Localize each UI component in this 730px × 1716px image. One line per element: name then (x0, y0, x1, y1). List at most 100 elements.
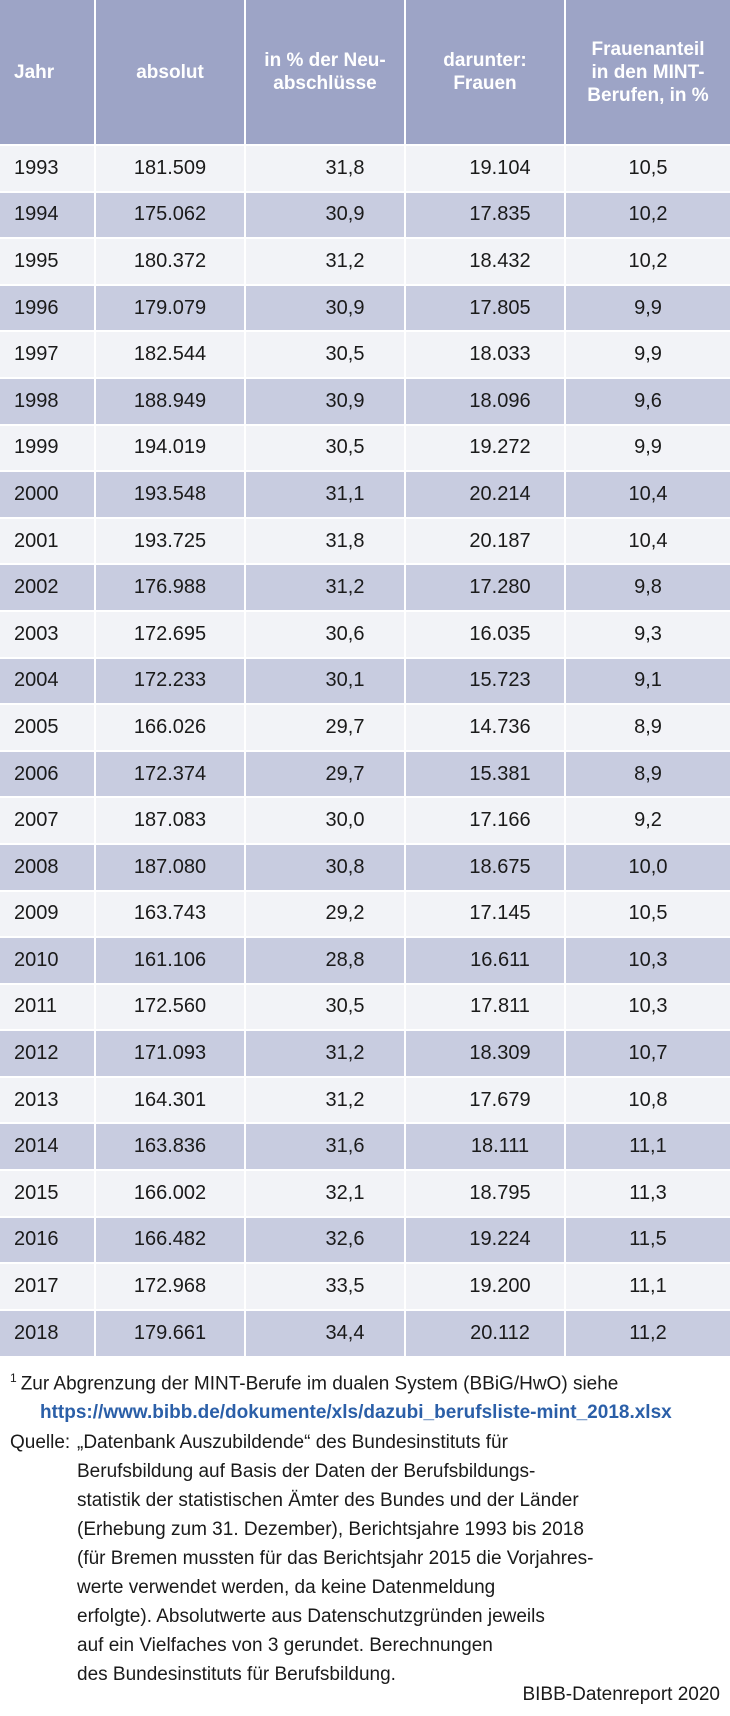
header-women: darunter: Frauen (405, 0, 566, 145)
cell-absolute: 172.560 (95, 982, 246, 1031)
cell-women: 18.675 (405, 842, 566, 891)
table-header-row: Jahr absolut in % der Neu- abschlüsse darun… (0, 0, 730, 145)
cell-percent: 30,5 (245, 330, 406, 378)
table-row: 2014 163.836 31,6 18.111 11,1 (0, 1122, 730, 1171)
cell-percent: 31,2 (245, 563, 406, 611)
cell-female-share: 11,1 (565, 1262, 730, 1310)
cell-absolute: 166.482 (95, 1215, 246, 1264)
cell-absolute: 187.080 (95, 842, 246, 891)
cell-percent: 29,2 (245, 889, 406, 938)
source-line: des Bundesinstituts für Berufsbildung. (77, 1664, 396, 1685)
cell-year: 2003 (0, 609, 96, 658)
source-note: Quelle: „Datenbank Auszubildende“ des Bu… (10, 1428, 725, 1689)
table-row: 2013 164.301 31,2 17.679 10,8 (0, 1075, 730, 1124)
cell-year: 2016 (0, 1215, 96, 1264)
table-row: 1993 181.509 31,8 19.104 10,5 (0, 144, 730, 192)
cell-women: 19.224 (405, 1215, 566, 1264)
cell-year: 1996 (0, 283, 96, 332)
cell-absolute: 188.949 (95, 376, 246, 425)
cell-women: 20.214 (405, 470, 566, 518)
cell-absolute: 176.988 (95, 563, 246, 611)
cell-percent: 31,2 (245, 1029, 406, 1077)
table-row: 2018 179.661 34,4 20.112 11,2 (0, 1308, 730, 1357)
cell-percent: 31,2 (245, 1075, 406, 1124)
cell-absolute: 172.233 (95, 656, 246, 705)
cell-female-share: 9,2 (565, 796, 730, 844)
cell-absolute: 179.079 (95, 283, 246, 332)
cell-percent: 31,8 (245, 516, 406, 565)
cell-absolute: 187.083 (95, 796, 246, 844)
cell-percent: 30,9 (245, 190, 406, 239)
source-line: werte verwendet werden, da keine Datenme… (77, 1577, 496, 1598)
cell-women: 18.111 (405, 1122, 566, 1171)
cell-percent: 30,5 (245, 423, 406, 472)
cell-female-share: 10,5 (565, 144, 730, 192)
source-line: „Datenbank Auszubildende“ des Bundesinst… (77, 1432, 508, 1453)
cell-year: 2011 (0, 982, 96, 1031)
cell-year: 1994 (0, 190, 96, 239)
cell-absolute: 175.062 (95, 190, 246, 239)
table-body: 1993 181.509 31,8 19.104 10,5 1994 175.062 30,9… (0, 144, 730, 1357)
cell-absolute: 194.019 (95, 423, 246, 472)
footnote-marker: 1 (10, 1371, 17, 1385)
cell-women: 17.166 (405, 796, 566, 844)
cell-year: 2017 (0, 1262, 96, 1310)
table-row: 2017 172.968 33,5 19.200 11,1 (0, 1262, 730, 1310)
cell-female-share: 9,9 (565, 330, 730, 378)
footnote: 1 Zur Abgrenzung der MINT-Berufe im duale… (10, 1364, 725, 1427)
cell-year: 2001 (0, 516, 96, 565)
cell-percent: 30,9 (245, 376, 406, 425)
cell-percent: 30,1 (245, 656, 406, 705)
header-female-share: Frauenanteil in den MINT- Berufen, in % (565, 0, 730, 145)
cell-women: 17.835 (405, 190, 566, 239)
cell-absolute: 163.836 (95, 1122, 246, 1171)
cell-absolute: 163.743 (95, 889, 246, 938)
cell-percent: 31,8 (245, 144, 406, 192)
cell-female-share: 9,3 (565, 609, 730, 658)
cell-female-share: 10,8 (565, 1075, 730, 1124)
cell-women: 20.112 (405, 1308, 566, 1357)
cell-year: 2000 (0, 470, 96, 518)
source-line: (für Bremen mussten für das Berichtsjahr… (77, 1548, 594, 1569)
cell-female-share: 9,9 (565, 283, 730, 332)
cell-women: 14.736 (405, 703, 566, 751)
cell-percent: 29,7 (245, 703, 406, 751)
header-absolute: absolut (95, 0, 246, 145)
cell-year: 2007 (0, 796, 96, 844)
cell-women: 17.145 (405, 889, 566, 938)
footnote-link[interactable]: https://www.bibb.de/dokumente/xls/dazubi… (40, 1402, 672, 1424)
header-year: Jahr (0, 0, 96, 145)
table-row: 1994 175.062 30,9 17.835 10,2 (0, 190, 730, 239)
table-row: 1999 194.019 30,5 19.272 9,9 (0, 423, 730, 472)
cell-women: 18.309 (405, 1029, 566, 1077)
cell-women: 16.035 (405, 609, 566, 658)
cell-female-share: 10,2 (565, 237, 730, 285)
cell-percent: 30,5 (245, 982, 406, 1031)
cell-women: 15.381 (405, 749, 566, 798)
cell-women: 17.805 (405, 283, 566, 332)
cell-absolute: 181.509 (95, 144, 246, 192)
cell-year: 2006 (0, 749, 96, 798)
data-table: Jahr absolut in % der Neu- abschlüsse darun… (0, 0, 730, 1357)
source-line: statistik der statistischen Ämter des Bu… (77, 1490, 579, 1511)
cell-women: 15.723 (405, 656, 566, 705)
source-text: „Datenbank Auszubildende“ des Bundesinst… (77, 1428, 725, 1689)
table-row: 2015 166.002 32,1 18.795 11,3 (0, 1169, 730, 1217)
table-row: 2004 172.233 30,1 15.723 9,1 (0, 656, 730, 705)
cell-percent: 30,0 (245, 796, 406, 844)
cell-female-share: 10,3 (565, 982, 730, 1031)
cell-year: 1998 (0, 376, 96, 425)
cell-percent: 31,1 (245, 470, 406, 518)
cell-percent: 30,8 (245, 842, 406, 891)
source-line: auf ein Vielfaches von 3 gerundet. Berec… (77, 1635, 493, 1656)
cell-absolute: 166.026 (95, 703, 246, 751)
cell-year: 2018 (0, 1308, 96, 1357)
cell-women: 17.811 (405, 982, 566, 1031)
cell-year: 2004 (0, 656, 96, 705)
cell-absolute: 172.968 (95, 1262, 246, 1310)
cell-year: 2005 (0, 703, 96, 751)
cell-year: 2014 (0, 1122, 96, 1171)
cell-women: 20.187 (405, 516, 566, 565)
source-label: Quelle: (10, 1432, 71, 1453)
cell-women: 19.104 (405, 144, 566, 192)
